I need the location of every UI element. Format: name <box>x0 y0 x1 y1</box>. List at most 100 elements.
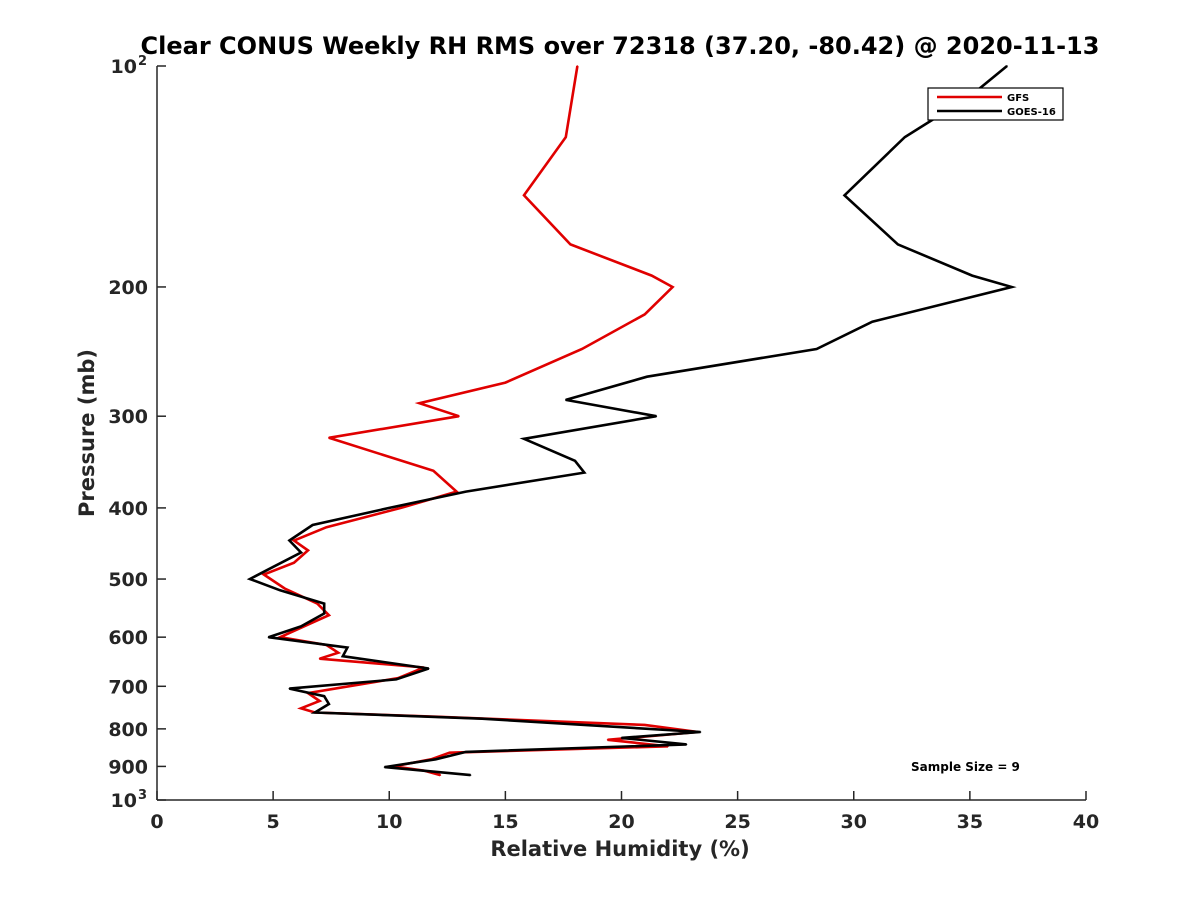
data-point-gfs <box>576 65 579 67</box>
data-point-goes16 <box>523 438 525 440</box>
data-point-goes16 <box>583 471 586 474</box>
series-layer <box>246 64 1017 777</box>
data-point-goes16 <box>288 687 291 690</box>
data-point-gfs <box>458 415 460 418</box>
chart-title: Clear CONUS Weekly RH RMS over 72318 (37… <box>141 32 1100 60</box>
legend-box <box>927 87 1064 121</box>
data-point-goes16 <box>465 490 467 493</box>
x-axis: 0 5 10 15 20 25 30 35 40 <box>150 791 1099 833</box>
series-points-goes16 <box>249 65 1013 776</box>
data-point-goes16 <box>685 743 688 746</box>
data-point-gfs <box>643 313 646 316</box>
x-tick-label: 15 <box>492 811 518 833</box>
data-point-goes16 <box>481 717 483 720</box>
data-point-goes16 <box>300 551 302 554</box>
data-point-goes16 <box>323 695 326 697</box>
legend-label-gfs: GFS <box>1007 93 1029 104</box>
y-tick-label: 300 <box>108 406 148 428</box>
data-point-gfs <box>325 526 328 528</box>
data-point-gfs <box>328 614 330 616</box>
x-tick-label: 30 <box>841 811 867 833</box>
data-point-gfs <box>432 470 435 472</box>
x-axis-label: Relative Humidity (%) <box>490 837 749 861</box>
data-point-gfs <box>328 437 330 439</box>
data-point-goes16 <box>314 711 316 714</box>
legend-label-goes16: GOES-16 <box>1007 107 1056 118</box>
y-tick-label-exponent: 2 <box>138 54 147 69</box>
data-point-goes16 <box>699 731 702 733</box>
data-point-gfs <box>307 549 309 552</box>
data-point-goes16 <box>469 774 472 776</box>
y-tick-label: 500 <box>108 569 148 591</box>
data-point-gfs <box>263 573 265 576</box>
data-point-gfs <box>283 587 286 590</box>
y-tick-label: 400 <box>108 498 148 520</box>
data-point-goes16 <box>646 375 648 378</box>
data-point-gfs <box>671 286 674 288</box>
x-tick-label: 40 <box>1073 811 1099 833</box>
data-point-goes16 <box>655 415 658 418</box>
data-point-gfs <box>643 724 646 726</box>
x-tick-label: 0 <box>150 811 163 833</box>
data-point-goes16 <box>279 589 281 592</box>
data-point-goes16 <box>323 602 326 605</box>
data-point-gfs <box>318 700 321 702</box>
data-point-goes16 <box>815 348 818 350</box>
data-point-goes16 <box>342 655 344 657</box>
data-point-goes16 <box>1006 65 1008 67</box>
data-point-gfs <box>316 602 319 605</box>
data-point-gfs <box>606 739 609 741</box>
data-point-gfs <box>318 657 321 660</box>
y-tick-label: 800 <box>108 719 148 741</box>
data-point-goes16 <box>267 568 270 571</box>
x-tick-label: 5 <box>267 811 280 833</box>
x-tick-label: 20 <box>608 811 634 833</box>
data-point-goes16 <box>346 646 349 649</box>
data-point-goes16 <box>1010 286 1013 288</box>
data-point-gfs <box>300 707 302 710</box>
data-point-gfs <box>581 348 583 350</box>
data-point-gfs <box>337 651 340 654</box>
x-tick-label: 10 <box>376 811 402 833</box>
data-point-goes16 <box>565 399 567 401</box>
x-tick-label: 25 <box>724 811 750 833</box>
data-point-goes16 <box>323 612 326 615</box>
data-point-goes16 <box>311 524 314 526</box>
data-point-gfs <box>504 381 507 384</box>
data-point-goes16 <box>897 243 899 246</box>
y-axis-label: Pressure (mb) <box>75 349 99 517</box>
data-point-gfs <box>400 507 402 509</box>
data-point-goes16 <box>620 737 623 739</box>
y-tick-label-exponent: 3 <box>138 788 147 803</box>
y-tick-label: 700 <box>108 676 148 698</box>
data-point-goes16 <box>574 460 576 462</box>
y-tick-label: 900 <box>108 756 148 778</box>
data-point-gfs <box>448 751 451 754</box>
data-point-gfs <box>293 561 295 564</box>
data-point-gfs <box>418 402 421 405</box>
data-point-gfs <box>439 774 442 776</box>
data-point-goes16 <box>843 194 846 197</box>
legend: GFS GOES-16 <box>927 87 1064 121</box>
data-point-gfs <box>569 243 572 246</box>
data-point-gfs <box>523 194 525 197</box>
y-tick-label: 200 <box>108 277 148 299</box>
data-point-goes16 <box>267 636 270 638</box>
data-point-gfs <box>455 490 458 493</box>
data-point-gfs <box>309 622 312 625</box>
data-point-goes16 <box>427 667 430 670</box>
sample-size-annotation: Sample Size = 9 <box>911 760 1020 774</box>
data-point-goes16 <box>971 274 973 277</box>
x-tick-label: 35 <box>957 811 983 833</box>
y-tick-label: 600 <box>108 627 148 649</box>
data-point-goes16 <box>465 751 467 753</box>
y-tick-label: 10 <box>111 56 137 78</box>
data-point-goes16 <box>328 703 330 705</box>
data-point-goes16 <box>434 758 437 761</box>
data-point-gfs <box>565 136 567 138</box>
data-point-gfs <box>650 274 653 277</box>
data-point-goes16 <box>395 678 398 681</box>
